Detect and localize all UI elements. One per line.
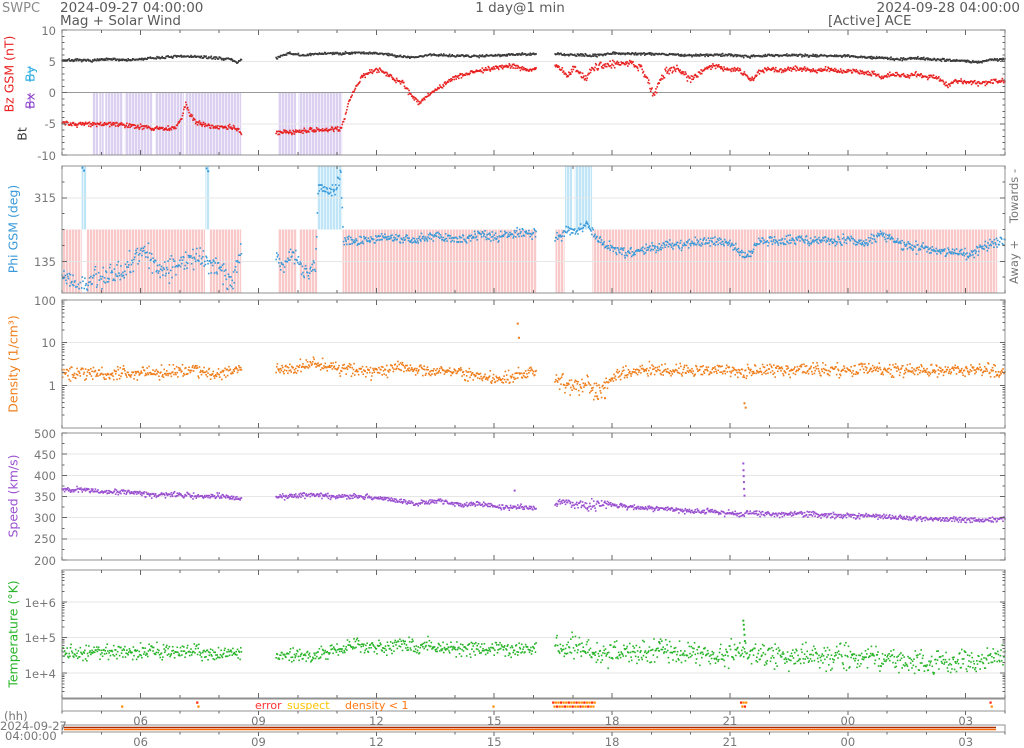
y-tick-label: 10 bbox=[41, 23, 56, 38]
series-temperature bbox=[61, 619, 1006, 675]
y-tick-label: -10 bbox=[37, 148, 56, 163]
legend-density-lt1: density < 1 bbox=[345, 699, 409, 712]
y-tick-label: 5 bbox=[48, 54, 56, 69]
y-tick-label: 1e+6 bbox=[24, 595, 56, 610]
hour-label-row1: 06 bbox=[133, 714, 148, 728]
start-time-caption: 04:00:00 bbox=[5, 729, 57, 743]
hour-label-row1: 12 bbox=[369, 714, 384, 728]
plot-subtitle: Mag + Solar Wind bbox=[60, 13, 182, 29]
hour-label-row1: 18 bbox=[604, 714, 620, 728]
y-tick-label: 135 bbox=[34, 254, 56, 269]
y-tick-label: 250 bbox=[34, 532, 56, 547]
hh-axis-caption: (hh) bbox=[4, 709, 28, 723]
hour-label-row2: 09 bbox=[251, 734, 266, 748]
legend-error: error bbox=[255, 699, 282, 712]
series-phi bbox=[61, 166, 1006, 292]
hour-label-row1: 21 bbox=[722, 714, 738, 728]
legend-suspect: suspect bbox=[287, 699, 330, 712]
hour-label-row2: 00 bbox=[840, 734, 856, 748]
series-speed bbox=[61, 462, 1006, 524]
y-tick-label: 500 bbox=[34, 426, 56, 441]
hour-label-row2: 18 bbox=[604, 734, 620, 748]
y-tick-label: 300 bbox=[34, 511, 56, 526]
plot-cadence: 1 day@1 min bbox=[475, 0, 565, 16]
y-tick-label: 400 bbox=[34, 468, 56, 483]
y-tick-label: 450 bbox=[34, 447, 56, 462]
y-tick-label: 1 bbox=[48, 378, 56, 393]
plot-start-datetime: 2024-09-27 04:00:00 bbox=[60, 0, 204, 16]
y-tick-label: 10 bbox=[41, 336, 56, 351]
swpc-logo-text: SWPC bbox=[2, 1, 41, 16]
y-tick-label: 315 bbox=[34, 191, 56, 206]
hour-label-row2: 15 bbox=[486, 734, 502, 748]
y-tick-label: -5 bbox=[44, 117, 56, 132]
y-tick-label: 1e+5 bbox=[24, 631, 56, 646]
quality-strip bbox=[61, 698, 1006, 712]
series-bz bbox=[61, 59, 1006, 136]
quality-marks bbox=[121, 701, 993, 708]
plot-end-datetime: 2024-09-28 04:00:00 bbox=[876, 0, 1020, 16]
spacecraft-status: [Active] ACE bbox=[828, 13, 912, 29]
hour-label-row2: 06 bbox=[133, 734, 148, 748]
hour-label-row2: 03 bbox=[958, 734, 974, 748]
y-tick-label: 350 bbox=[34, 490, 56, 504]
hour-label-row2: 21 bbox=[722, 734, 738, 748]
hour-label-row1: 03 bbox=[958, 714, 974, 728]
hour-label-row1: 00 bbox=[840, 714, 856, 728]
hour-label-row1: 15 bbox=[486, 714, 502, 728]
y-tick-label: 100 bbox=[34, 293, 56, 308]
start-date-caption: 2024-09-27 bbox=[0, 719, 67, 733]
series-density bbox=[61, 322, 1006, 409]
series-bt bbox=[61, 50, 1006, 64]
y-tick-label: 200 bbox=[34, 553, 56, 568]
hour-label-row1: 09 bbox=[251, 714, 266, 728]
hour-label-row2: 12 bbox=[369, 734, 384, 748]
y-tick-label: 0 bbox=[48, 86, 56, 100]
y-tick-label: 1e+4 bbox=[24, 666, 56, 681]
